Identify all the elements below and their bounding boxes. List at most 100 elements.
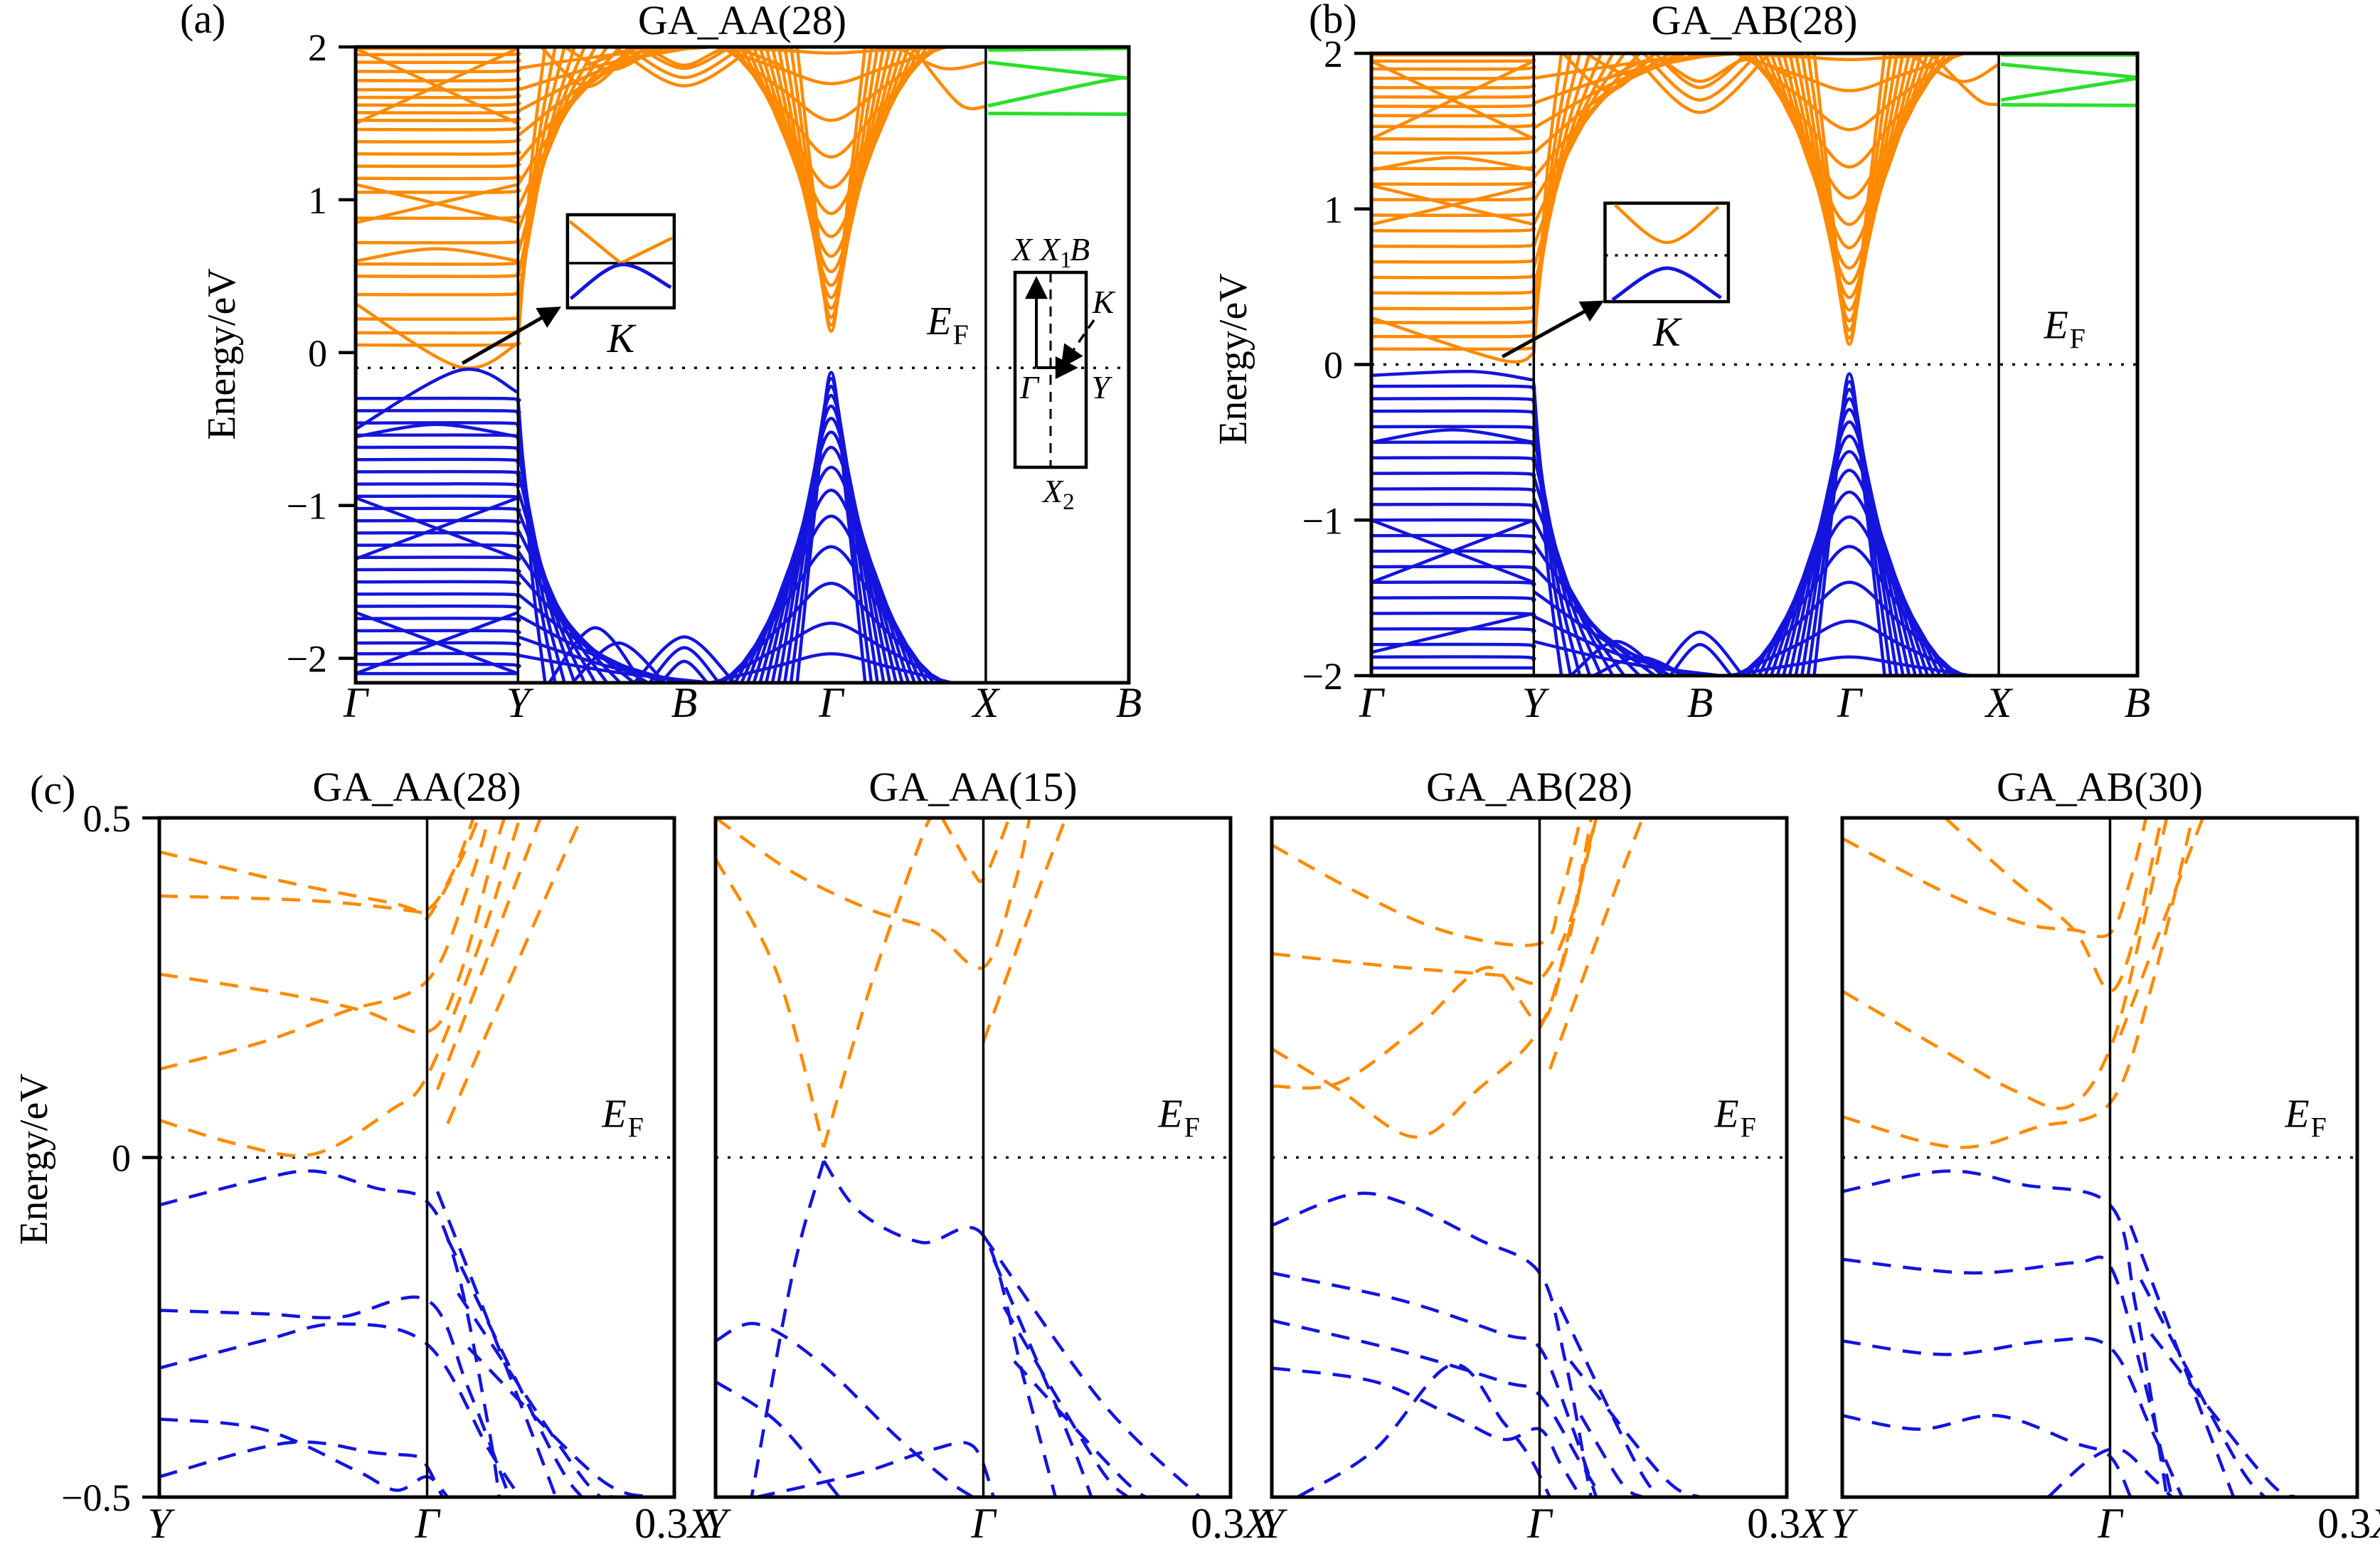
conduction-band	[625, 47, 743, 80]
conduction-band	[1842, 818, 2148, 939]
text-part: B	[1116, 679, 1142, 726]
k-inset-b	[1603, 201, 1731, 304]
conduction-band	[356, 100, 521, 107]
conduction-band	[356, 137, 521, 144]
valence-band	[1272, 1366, 1583, 1497]
text-part: X	[2369, 1500, 2380, 1547]
conduction-band	[159, 818, 506, 1035]
panel-b: 2 1 0 −1 −2 Γ Y B Γ X B GA_AB(28) EF K	[1302, 0, 2151, 726]
valence-band	[548, 626, 643, 683]
conduction-band	[356, 174, 521, 181]
conduction-band	[1371, 148, 1536, 155]
valence-band	[356, 367, 519, 431]
conduction-band	[1371, 156, 1534, 172]
y-axis-title: Energy/eV	[12, 1073, 56, 1245]
valence-band	[2047, 1447, 2173, 1497]
valence-band	[517, 654, 712, 683]
valence-band	[1272, 1271, 1598, 1497]
fermi-label: EF	[1714, 1092, 1755, 1144]
valence-band	[728, 545, 935, 683]
valence-band	[1728, 655, 1971, 676]
conduction-band	[1371, 83, 1536, 90]
extra-band	[987, 75, 1129, 108]
valence-band	[356, 543, 521, 550]
conduction-band	[356, 124, 521, 132]
y-axis-title: Energy/eV	[1211, 273, 1255, 445]
conduction-band	[1371, 272, 1536, 280]
conduction-band	[1371, 110, 1536, 118]
bands-group-c2	[716, 818, 1231, 1497]
text-part: 0.3	[1191, 1500, 1244, 1547]
text-part: E	[2284, 1092, 2309, 1137]
panel-c4: Y Γ 0.3X GA_AB(30) EF	[1830, 764, 2380, 1547]
conduction-band	[1548, 818, 1645, 1070]
valence-band	[1657, 630, 1744, 676]
k-point-label: Γ	[414, 1500, 441, 1547]
conduction-band	[159, 818, 521, 1158]
plot-frame	[354, 45, 1131, 685]
text-part: F	[628, 1112, 644, 1144]
valence-band	[777, 393, 886, 683]
conduction-band	[1733, 53, 1965, 92]
conduction-band	[1800, 53, 1899, 332]
bands-group-c3	[1272, 818, 1787, 1497]
inset-pointer-arrow	[1501, 300, 1605, 358]
valence-band	[992, 1258, 1093, 1497]
conduction-band	[1739, 53, 1960, 132]
text-part: 0.3	[634, 1500, 688, 1547]
panel-b-label: (b)	[1309, 0, 1357, 42]
valence-band	[1842, 1169, 2169, 1497]
k-inset-valence-band	[569, 262, 672, 300]
valence-band	[356, 531, 521, 538]
k-point-label: 0.3X	[2317, 1500, 2380, 1547]
valence-band	[1371, 612, 1534, 654]
text-part: X	[1038, 231, 1061, 267]
conduction-band	[356, 213, 521, 220]
valence-band	[1800, 388, 1899, 676]
valence-band	[1297, 1363, 1552, 1497]
k-point-label: 0.3X	[634, 1500, 716, 1547]
conduction-band	[1371, 64, 1536, 71]
conduction-band	[2118, 818, 2204, 1036]
conduction-band	[1757, 53, 1942, 226]
valence-band	[1371, 655, 1536, 662]
valence-band	[1371, 596, 1536, 603]
panel-a-label: (a)	[180, 0, 225, 42]
valence-band	[356, 457, 521, 464]
panel-title: GA_AB(28)	[1426, 764, 1632, 810]
conduction-band	[1272, 818, 1598, 1090]
conduction-band	[1794, 53, 1905, 323]
text-part: 0.3	[2317, 1500, 2371, 1547]
valence-band	[1013, 1360, 1159, 1497]
valence-band	[1371, 518, 1536, 525]
conduction-band	[1642, 53, 1760, 102]
k-point-label: Y	[506, 679, 534, 726]
valence-band	[159, 1295, 511, 1497]
conduction-band	[1371, 316, 1535, 363]
valence-band	[1371, 397, 1536, 404]
text-part: E	[1157, 1092, 1182, 1137]
valence-band	[1371, 369, 1534, 382]
conduction-band	[516, 47, 635, 186]
conduction-band	[356, 183, 519, 225]
valence-band	[159, 1169, 501, 1497]
valence-band	[2150, 1333, 2297, 1497]
valence-band	[356, 617, 521, 624]
conduction-band	[1371, 101, 1536, 108]
valence-band	[1371, 611, 1536, 619]
valence-band	[356, 496, 519, 561]
fermi-label: EF	[2284, 1092, 2326, 1144]
conduction-band	[716, 47, 947, 85]
conduction-band	[728, 47, 935, 159]
y-tick-label: 2	[1324, 33, 1343, 75]
conduction-band	[356, 115, 521, 122]
conduction-band	[896, 47, 987, 71]
conduction-band	[159, 818, 480, 923]
conduction-band	[435, 818, 542, 1090]
valence-band	[1842, 1336, 2184, 1497]
conduction-band	[1371, 317, 1536, 325]
valence-band	[356, 518, 521, 526]
text-part: Γ	[970, 1500, 997, 1547]
conduction-band	[356, 51, 521, 57]
